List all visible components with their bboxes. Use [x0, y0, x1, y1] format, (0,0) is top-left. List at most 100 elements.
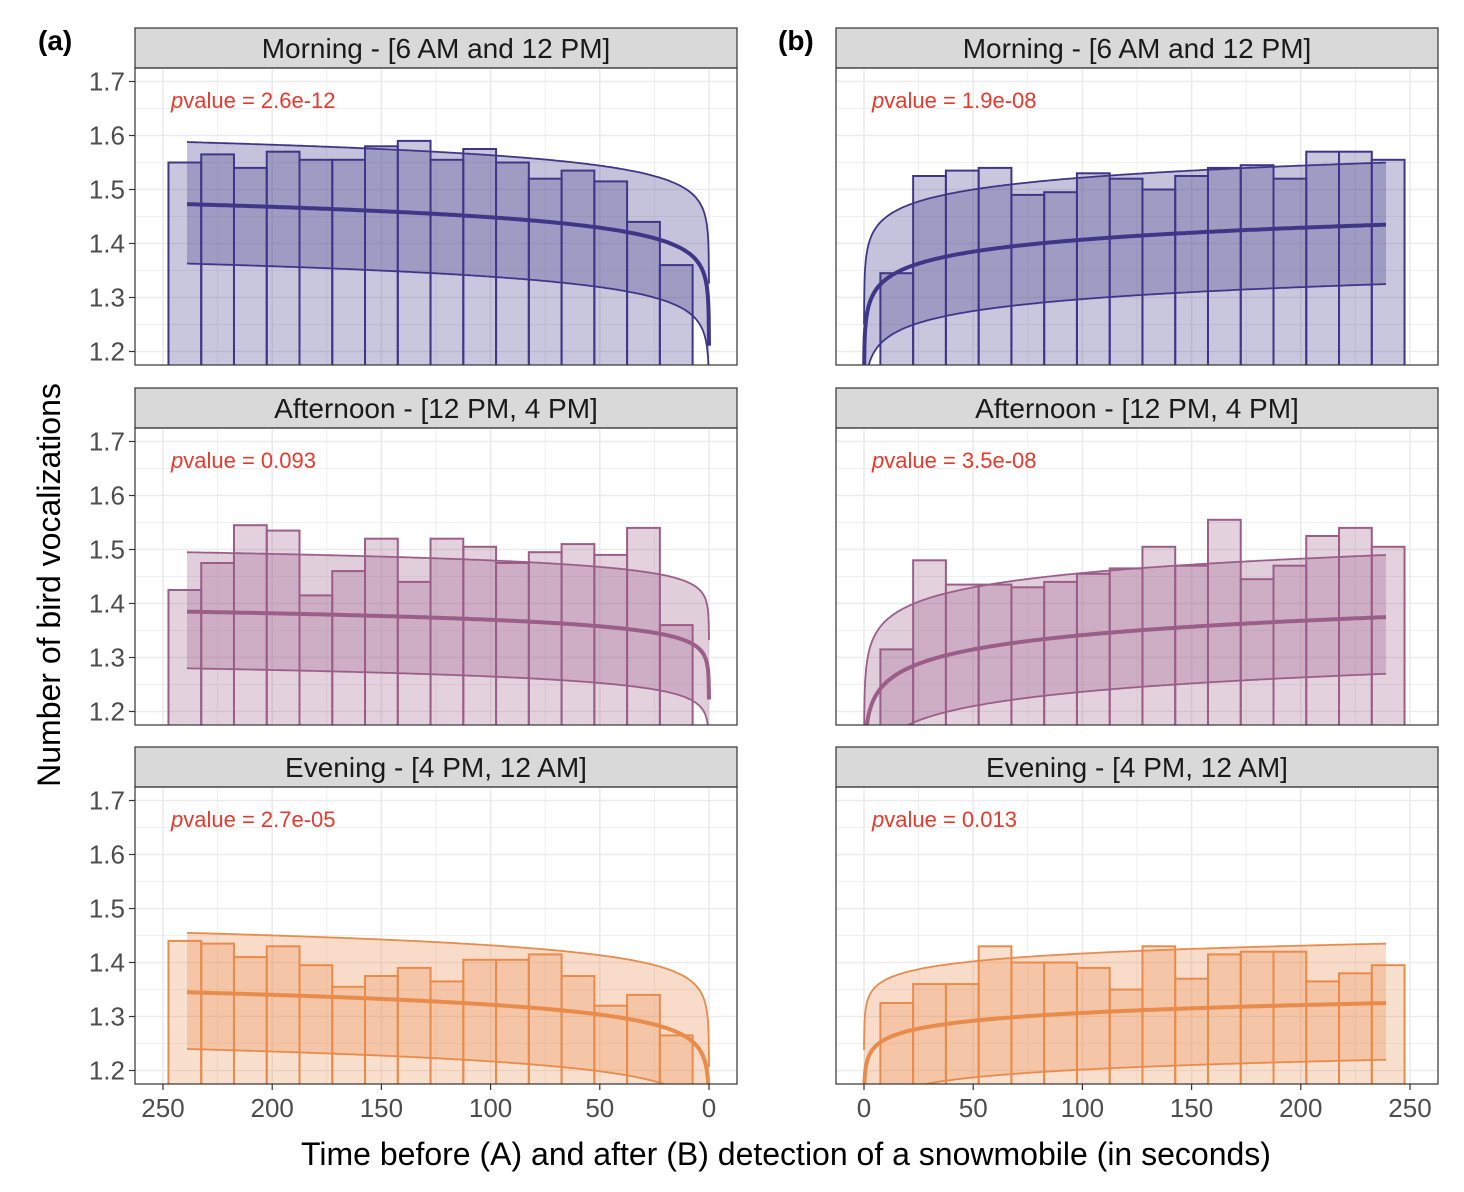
facet-strip-label: Afternoon - [12 PM, 4 PM]: [975, 393, 1299, 424]
fitted-line: [186, 202, 711, 346]
gridlines: [135, 787, 737, 1084]
y-tick-label: 1.7: [89, 67, 125, 97]
y-tick-label: 1.4: [89, 589, 125, 619]
bar: [1043, 191, 1078, 365]
bar: [396, 966, 432, 1084]
y-tick-label: 1.6: [89, 481, 125, 511]
facet-strip: [835, 387, 1439, 429]
plot-area: [167, 139, 711, 365]
facet-strip-label: Morning - [6 AM and 12 PM]: [262, 33, 611, 64]
bar: [1206, 953, 1242, 1084]
panels-layer: (a) Morning - [6 AM and 12 PM] pvalue = 2.…: [38, 25, 1439, 1123]
panel-tag: (b): [778, 25, 814, 56]
bar: [364, 975, 399, 1084]
x-tick-label: 200: [251, 1093, 294, 1123]
bar: [658, 1034, 694, 1084]
gridlines: [135, 68, 737, 365]
y-tick-label: 1.7: [89, 786, 125, 816]
bar: [1043, 580, 1078, 725]
pvalue-annotation: pvalue = 1.9e-08: [871, 88, 1037, 113]
lower-bound-line: [905, 672, 1387, 725]
pvalue-annotation: pvalue = 0.013: [871, 807, 1017, 832]
panel-border: [134, 427, 738, 726]
y-tick-label: 1.3: [89, 643, 125, 673]
x-tick-label: 150: [360, 1093, 403, 1123]
confidence-ribbon: [187, 552, 709, 725]
bar: [658, 264, 694, 365]
bar: [1272, 564, 1308, 725]
y-tick-label: 1.7: [89, 427, 125, 457]
x-tick-label: 150: [1170, 1093, 1213, 1123]
bar: [1305, 535, 1341, 725]
y-tick-label: 1.6: [89, 840, 125, 870]
x-tick-label: 250: [1388, 1093, 1431, 1123]
bar: [364, 145, 399, 365]
y-tick-label: 1.5: [89, 894, 125, 924]
panel-tag: (a): [38, 25, 72, 56]
bar: [167, 939, 203, 1084]
gridlines: [836, 428, 1438, 725]
upper-bound-line: [863, 942, 1387, 1051]
chart-column: (a) Morning - [6 AM and 12 PM] pvalue = 2.…: [38, 25, 738, 1123]
facet-panel: Afternoon - [12 PM, 4 PM] pvalue = 0.093 1…: [89, 387, 738, 727]
bar: [331, 158, 367, 365]
y-tick-label: 1.2: [89, 1056, 125, 1086]
plot-area: [863, 518, 1406, 725]
bar: [1075, 172, 1111, 365]
fitted-line: [862, 1001, 1387, 1084]
plot-area: [862, 150, 1406, 365]
upper-bound-line: [186, 141, 710, 284]
panel-border: [835, 427, 1439, 726]
bar: [265, 529, 301, 725]
bar: [1010, 961, 1046, 1084]
bar: [1108, 177, 1144, 365]
y-tick-label: 1.6: [89, 121, 125, 151]
panel-border: [134, 67, 738, 366]
bar: [1239, 164, 1275, 365]
y-tick-label: 1.5: [89, 535, 125, 565]
bar: [1010, 193, 1046, 365]
gridlines: [135, 428, 737, 725]
lower-bound-line: [186, 262, 710, 365]
lower-bound-line: [867, 283, 1386, 365]
upper-bound-line: [863, 161, 1386, 325]
fitted-line: [187, 990, 711, 1084]
gridlines: [836, 787, 1438, 1084]
bar: [429, 158, 465, 365]
bar: [265, 150, 301, 365]
lower-bound-line: [186, 667, 709, 725]
facet-strip: [835, 27, 1439, 69]
x-tick-label: 50: [585, 1093, 614, 1123]
y-axis-title: Number of bird vocalizations: [31, 383, 67, 787]
lower-bound-line: [187, 1048, 668, 1084]
upper-bound-line: [187, 932, 710, 1068]
facet-panel: Evening - [4 PM, 12 AM] pvalue = 0.013 0 50…: [835, 746, 1439, 1123]
pvalue-annotation: pvalue = 3.5e-08: [871, 448, 1037, 473]
facet-strip: [835, 746, 1439, 788]
bar: [396, 580, 432, 725]
bar: [1141, 945, 1177, 1084]
lower-bound-line: [920, 1058, 1387, 1084]
fitted-line: [864, 615, 1387, 725]
facet-panel: Morning - [6 AM and 12 PM] pvalue = 1.9e-…: [835, 27, 1439, 366]
bar: [1338, 972, 1373, 1084]
plot-area: [167, 524, 711, 725]
bar: [560, 169, 596, 365]
upper-bound-line: [863, 554, 1387, 725]
pvalue-annotation: pvalue = 0.093: [170, 448, 316, 473]
fitted-line: [186, 609, 711, 700]
bar: [626, 993, 661, 1084]
bar: [560, 975, 596, 1084]
y-tick-label: 1.3: [89, 283, 125, 313]
x-tick-label: 100: [469, 1093, 512, 1123]
y-tick-label: 1.5: [89, 175, 125, 205]
bar: [1370, 964, 1406, 1084]
pvalue-annotation: pvalue = 2.6e-12: [170, 88, 336, 113]
bar: [495, 161, 530, 365]
confidence-ribbon: [864, 555, 1386, 725]
bar: [298, 158, 334, 365]
y-tick-label: 1.2: [89, 697, 125, 727]
x-tick-label: 0: [857, 1093, 871, 1123]
y-tick-label: 1.4: [89, 948, 125, 978]
